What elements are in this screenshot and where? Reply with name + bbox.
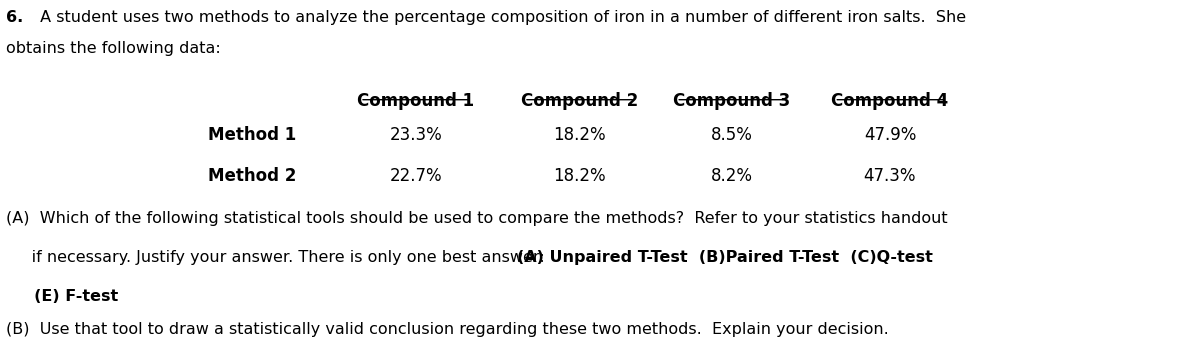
Text: (E) F-test: (E) F-test (6, 289, 118, 304)
Text: Method 1: Method 1 (208, 126, 296, 144)
Text: Compound 1: Compound 1 (358, 92, 474, 110)
Text: (A) Unpaired T-Test  (B)Paired T-Test  (C)Q-test: (A) Unpaired T-Test (B)Paired T-Test (C)… (517, 250, 934, 265)
Text: 47.9%: 47.9% (864, 126, 916, 144)
Text: Compound 2: Compound 2 (521, 92, 638, 110)
Text: 22.7%: 22.7% (389, 167, 442, 185)
Text: 18.2%: 18.2% (553, 167, 606, 185)
Text: 6.: 6. (6, 10, 23, 25)
Text: 8.5%: 8.5% (710, 126, 752, 144)
Text: Method 2: Method 2 (208, 167, 296, 185)
Text: 47.3%: 47.3% (864, 167, 916, 185)
Text: (A)  Which of the following statistical tools should be used to compare the meth: (A) Which of the following statistical t… (6, 211, 948, 226)
Text: Compound 4: Compound 4 (832, 92, 948, 110)
Text: 23.3%: 23.3% (389, 126, 442, 144)
Text: 18.2%: 18.2% (553, 126, 606, 144)
Text: (B)  Use that tool to draw a statistically valid conclusion regarding these two : (B) Use that tool to draw a statisticall… (6, 322, 889, 337)
Text: Compound 3: Compound 3 (673, 92, 791, 110)
Text: A student uses two methods to analyze the percentage composition of iron in a nu: A student uses two methods to analyze th… (35, 10, 966, 25)
Text: obtains the following data:: obtains the following data: (6, 41, 221, 56)
Text: 8.2%: 8.2% (710, 167, 752, 185)
Text: if necessary. Justify your answer. There is only one best answer:: if necessary. Justify your answer. There… (6, 250, 550, 265)
